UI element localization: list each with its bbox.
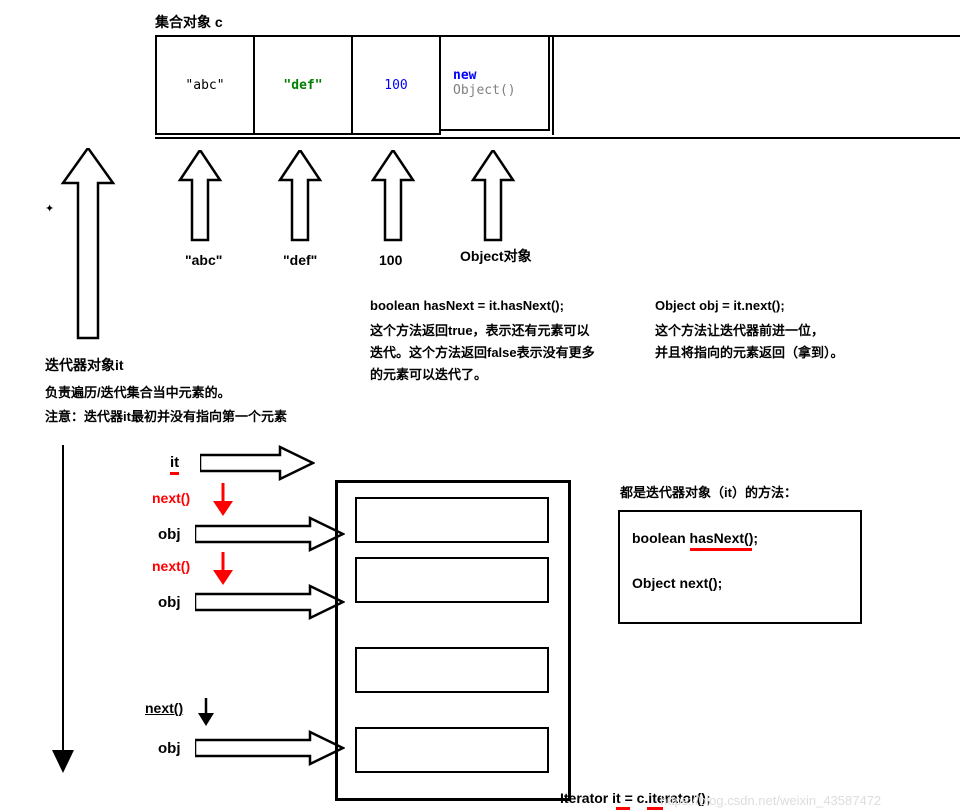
cell-abc: "abc" — [155, 35, 255, 135]
up-arrow-4 — [468, 150, 518, 245]
iterator-arrow-icon — [58, 148, 118, 343]
flow-obj2-label: obj — [158, 594, 181, 611]
methods-title: 都是迭代器对象（it）的方法： — [620, 482, 797, 501]
flow-obj3-label: obj — [158, 740, 181, 757]
hasnext-line3: 迭代。这个方法返回false表示没有更多 — [370, 342, 595, 361]
cell-object-new: new — [453, 68, 476, 83]
up-arrow-3 — [368, 150, 418, 245]
flow-obj2-arrow-icon — [195, 584, 345, 620]
iterator-title: 迭代器对象it — [45, 355, 124, 375]
flow-it-label: it — [170, 454, 179, 475]
long-down-arrow-icon — [48, 445, 78, 775]
red-down-arrow-2-icon — [210, 552, 236, 586]
flow-obj3-arrow-icon — [195, 730, 345, 766]
inner-box-2 — [355, 557, 549, 603]
up-arrow-2 — [275, 150, 325, 245]
iterator-desc2: 注意：迭代器it最初并没有指向第一个元素 — [45, 406, 287, 425]
hasnext-line1: boolean hasNext = it.hasNext(); — [370, 298, 564, 313]
watermark: https://blog.csdn.net/weixin_43587472 — [660, 793, 881, 808]
inner-box-4 — [355, 727, 549, 773]
methods-underline — [690, 548, 752, 551]
flow-it-arrow-icon — [200, 445, 315, 481]
cell-object: new Object() — [439, 35, 550, 131]
cell-object-ctor: Object() — [453, 83, 516, 98]
black-down-arrow-icon — [195, 698, 217, 728]
up-arrow-3-label: 100 — [379, 252, 402, 268]
methods-line2: Object next(); — [632, 575, 722, 591]
inner-box-3 — [355, 647, 549, 693]
next-line3: 并且将指向的元素返回（拿到）。 — [655, 342, 844, 361]
flow-obj1-label: obj — [158, 526, 181, 543]
bottom-underline-it — [616, 807, 630, 810]
collection-title: 集合对象 c — [155, 12, 223, 32]
flow-obj1-arrow-icon — [195, 516, 345, 552]
flow-next3-label: next() — [145, 700, 183, 716]
up-arrow-1 — [175, 150, 225, 245]
red-down-arrow-1-icon — [210, 483, 236, 517]
next-line2: 这个方法让迭代器前进一位， — [655, 320, 824, 339]
next-line1: Object obj = it.next(); — [655, 298, 785, 313]
methods-box — [618, 510, 862, 624]
inner-box-1 — [355, 497, 549, 543]
cell-100: 100 — [351, 35, 441, 135]
hasnext-line2: 这个方法返回true，表示还有元素可以 — [370, 320, 590, 339]
star-icon: ✦ — [45, 202, 54, 215]
up-arrow-4-label: Object对象 — [460, 246, 532, 266]
iterator-desc1: 负责遍历/迭代集合当中元素的。 — [45, 382, 231, 401]
cell-divider — [552, 35, 554, 135]
flow-next2-label: next() — [152, 558, 190, 574]
flow-next1-label: next() — [152, 490, 190, 506]
up-arrow-1-label: "abc" — [185, 252, 222, 268]
cell-def: "def" — [253, 35, 353, 135]
up-arrow-2-label: "def" — [283, 252, 317, 268]
methods-line1: boolean hasNext(); — [632, 530, 758, 546]
hasnext-line4: 的元素可以迭代了。 — [370, 364, 487, 383]
